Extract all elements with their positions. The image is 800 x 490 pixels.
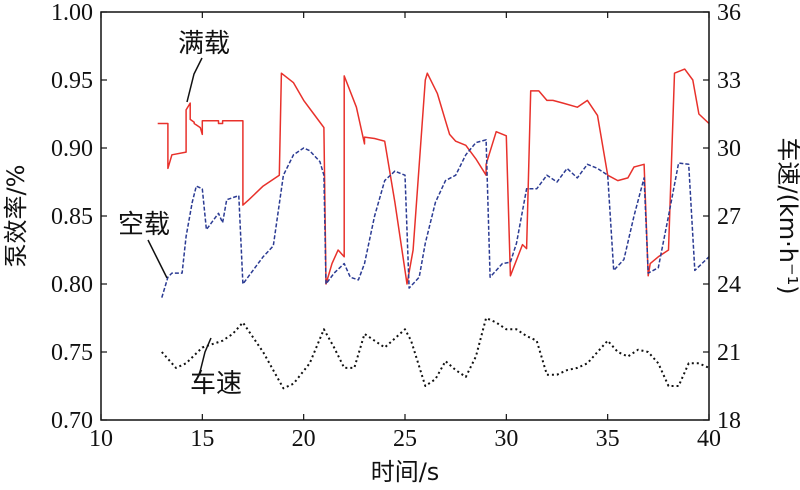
- y-right-tick-label: 30: [717, 136, 741, 162]
- x-tick-label: 20: [292, 426, 316, 452]
- empty-load-leader: [147, 239, 168, 279]
- y-left-tick-label: 0.95: [51, 68, 93, 94]
- x-tick-label: 40: [697, 426, 721, 452]
- x-tick-label: 15: [190, 426, 214, 452]
- y-left-tick-label: 0.75: [51, 340, 93, 366]
- y-right-tick-label: 36: [717, 0, 741, 26]
- y-right-tick-label: 33: [717, 68, 741, 94]
- y-right-tick-label: 24: [717, 272, 741, 298]
- x-axis-title: 时间/s: [371, 458, 440, 486]
- tick-labels: 10 15 20 25 30 35 40 0.70 0.75 0.80 0.85 0.90 0.95 1.…: [51, 0, 741, 452]
- x-tick-label: 10: [89, 426, 113, 452]
- full-load-line: [157, 68, 710, 285]
- y-left-tick-label: 1.00: [51, 0, 93, 26]
- right-y-axis-title: 车速/(km·h⁻¹): [774, 137, 800, 294]
- full-load-annotation: 满载: [178, 29, 230, 59]
- axis-ticks: [100, 11, 710, 421]
- annotation-leaders: [147, 57, 212, 373]
- plot-frame: [100, 11, 710, 421]
- full-load-leader: [186, 57, 203, 103]
- y-left-tick-label: 0.90: [51, 136, 93, 162]
- y-left-tick-label: 0.70: [51, 408, 93, 434]
- empty-load-annotation: 空载: [118, 210, 170, 240]
- left-y-axis-title: 泵效率/%: [2, 165, 30, 268]
- series-lines: [157, 68, 710, 390]
- y-left-tick-label: 0.85: [51, 204, 93, 230]
- x-tick-label: 30: [494, 426, 518, 452]
- speed-line: [161, 317, 710, 390]
- y-left-tick-label: 0.80: [51, 272, 93, 298]
- speed-annotation: 车速: [190, 369, 242, 399]
- empty-load-line: [161, 139, 710, 298]
- x-tick-label: 35: [596, 426, 620, 452]
- y-right-tick-label: 21: [717, 340, 741, 366]
- x-tick-label: 25: [393, 426, 417, 452]
- speed-leader: [199, 337, 212, 373]
- y-right-tick-label: 18: [717, 408, 741, 434]
- y-right-tick-label: 27: [717, 204, 741, 230]
